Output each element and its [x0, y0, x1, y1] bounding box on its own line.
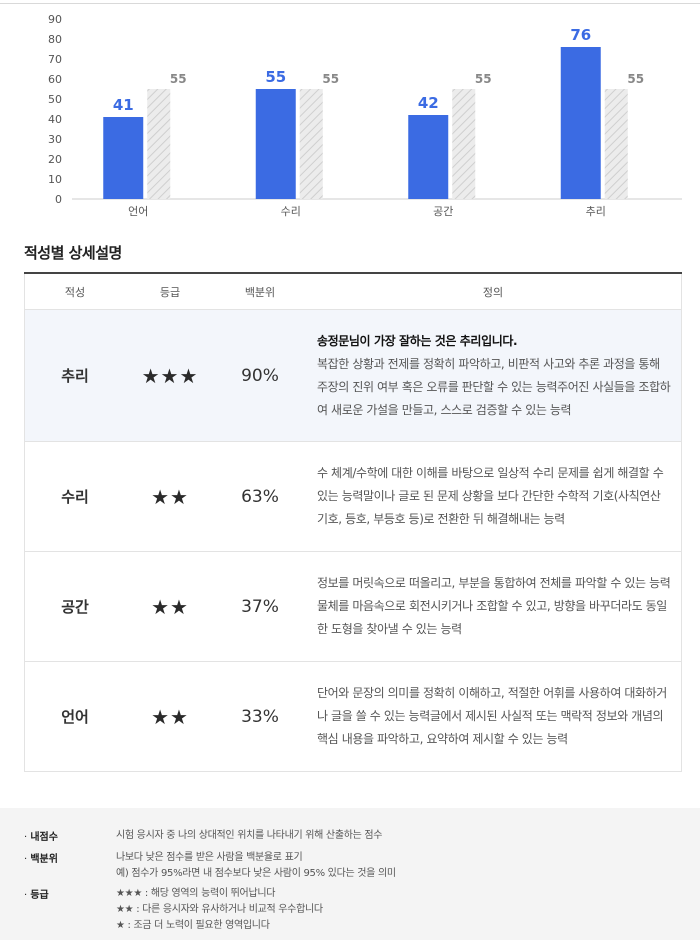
header-grade: 등급	[159, 285, 181, 299]
definition-text: 단어와 문장의 의미를 정확히 이해하고, 적절한 어휘를 사용하여 대화하거나…	[305, 682, 681, 751]
table-header: 적성 등급 백분위 정의	[24, 274, 682, 310]
y-tick-label: 60	[48, 73, 62, 86]
bar-my-score	[560, 47, 601, 199]
note-label: 백분위	[24, 850, 104, 865]
data-label-average: 55	[322, 72, 339, 86]
bar-my-score	[103, 117, 144, 199]
definition-lead: 송정문님이 가장 잘하는 것은 추리입니다.	[317, 333, 518, 348]
top-divider	[0, 3, 700, 4]
grade-stars: ★★	[151, 704, 189, 729]
data-label-average: 55	[170, 72, 187, 86]
bar-my-score	[408, 115, 449, 199]
x-tick-label: 추리	[586, 205, 606, 218]
y-tick-label: 30	[48, 133, 62, 146]
y-tick-label: 50	[48, 93, 62, 106]
grade-stars: ★★	[151, 594, 189, 619]
y-tick-label: 80	[48, 33, 62, 46]
x-tick-label: 언어	[128, 205, 148, 218]
definition-text: 정보를 머릿속으로 떠올리고, 부분을 통합하여 전체를 파악할 수 있는 능력…	[305, 572, 681, 641]
aptitude-name: 공간	[61, 598, 89, 616]
table-row: 공간 ★★ 37% 정보를 머릿속으로 떠올리고, 부분을 통합하여 전체를 파…	[24, 552, 682, 662]
data-label-my-score: 41	[113, 96, 134, 114]
bar-average	[452, 89, 476, 199]
percentile-value: 63%	[241, 486, 279, 507]
note-label: 내점수	[24, 828, 104, 843]
aptitude-detail-table: 적성 등급 백분위 정의 추리 ★★★ 90% 송정문님이 가장 잘하는 것은 …	[24, 272, 682, 774]
table-row: 추리 ★★★ 90% 송정문님이 가장 잘하는 것은 추리입니다. 복잡한 상황…	[24, 310, 682, 442]
note-text: 예) 점수가 95%라면 내 점수보다 낮은 사람이 95% 있다는 것을 의미	[116, 868, 396, 879]
percentile-value: 37%	[241, 596, 279, 617]
bar-average	[147, 89, 171, 199]
y-tick-label: 20	[48, 153, 62, 166]
section-title: 적성별 상세설명	[24, 244, 122, 262]
bar-average	[604, 89, 628, 199]
aptitude-name: 추리	[61, 367, 89, 385]
percentile-value: 90%	[241, 365, 279, 386]
y-tick-label: 70	[48, 53, 62, 66]
data-label-average: 55	[475, 72, 492, 86]
table-row: 언어 ★★ 33% 단어와 문장의 의미를 정확히 이해하고, 적절한 어휘를 …	[24, 662, 682, 772]
table-row: 수리 ★★ 63% 수 체계/수학에 대한 이해를 바탕으로 일상적 수리 문제…	[24, 442, 682, 552]
score-bar-chart: 0 10 20 30 40 50 60 70 80 90 41 55 언어 55 55 수리 42 55 공간 76…	[48, 13, 682, 218]
data-label-my-score: 42	[418, 94, 439, 112]
definition-body: 수 체계/수학에 대한 이해를 바탕으로 일상적 수리 문제를 쉽게 해결할 수…	[317, 466, 664, 526]
bar-my-score	[255, 89, 296, 199]
data-label-my-score: 76	[570, 26, 591, 44]
note-text: ★★ : 다른 응시자와 유사하거나 비교적 우수합니다	[116, 904, 323, 915]
grade-stars: ★★★	[141, 363, 199, 388]
x-tick-label: 수리	[281, 205, 301, 218]
legend-notes: 내점수 시험 응시자 중 나의 상대적인 위치를 나타내기 위해 산출하는 점수…	[0, 808, 700, 940]
data-label-my-score: 55	[265, 68, 286, 86]
definition-text: 수 체계/수학에 대한 이해를 바탕으로 일상적 수리 문제를 쉽게 해결할 수…	[305, 462, 681, 531]
percentile-value: 33%	[241, 706, 279, 727]
note-label: 등급	[24, 886, 104, 901]
y-tick-label: 90	[48, 13, 62, 26]
aptitude-name: 언어	[61, 708, 89, 726]
y-tick-label: 0	[55, 193, 62, 206]
definition-body: 단어와 문장의 의미를 정확히 이해하고, 적절한 어휘를 사용하여 대화하거나…	[317, 686, 667, 746]
definition-body: 복잡한 상황과 전제를 정확히 파악하고, 비판적 사고와 추론 과정을 통해 …	[317, 356, 671, 417]
x-tick-label: 공간	[433, 205, 453, 218]
definition-body: 정보를 머릿속으로 떠올리고, 부분을 통합하여 전체를 파악할 수 있는 능력…	[317, 576, 671, 636]
definition-text: 송정문님이 가장 잘하는 것은 추리입니다. 복잡한 상황과 전제를 정확히 파…	[305, 330, 681, 422]
grade-stars: ★★	[151, 484, 189, 509]
aptitude-name: 수리	[61, 488, 89, 506]
header-aptitude: 적성	[64, 285, 86, 299]
y-tick-label: 40	[48, 113, 62, 126]
note-text: 시험 응시자 중 나의 상대적인 위치를 나타내기 위해 산출하는 점수	[116, 830, 383, 841]
data-label-average: 55	[627, 72, 644, 86]
header-definition: 정의	[482, 285, 504, 299]
note-text: ★ : 조금 더 노력이 필요한 영역입니다	[116, 920, 270, 931]
bar-average	[299, 89, 323, 199]
note-text: 나보다 낮은 점수를 받은 사람을 백분율로 표기	[116, 852, 303, 863]
note-text: ★★★ : 해당 영역의 능력이 뛰어납니다	[116, 888, 276, 899]
header-percentile: 백분위	[244, 285, 276, 299]
y-tick-label: 10	[48, 173, 62, 186]
